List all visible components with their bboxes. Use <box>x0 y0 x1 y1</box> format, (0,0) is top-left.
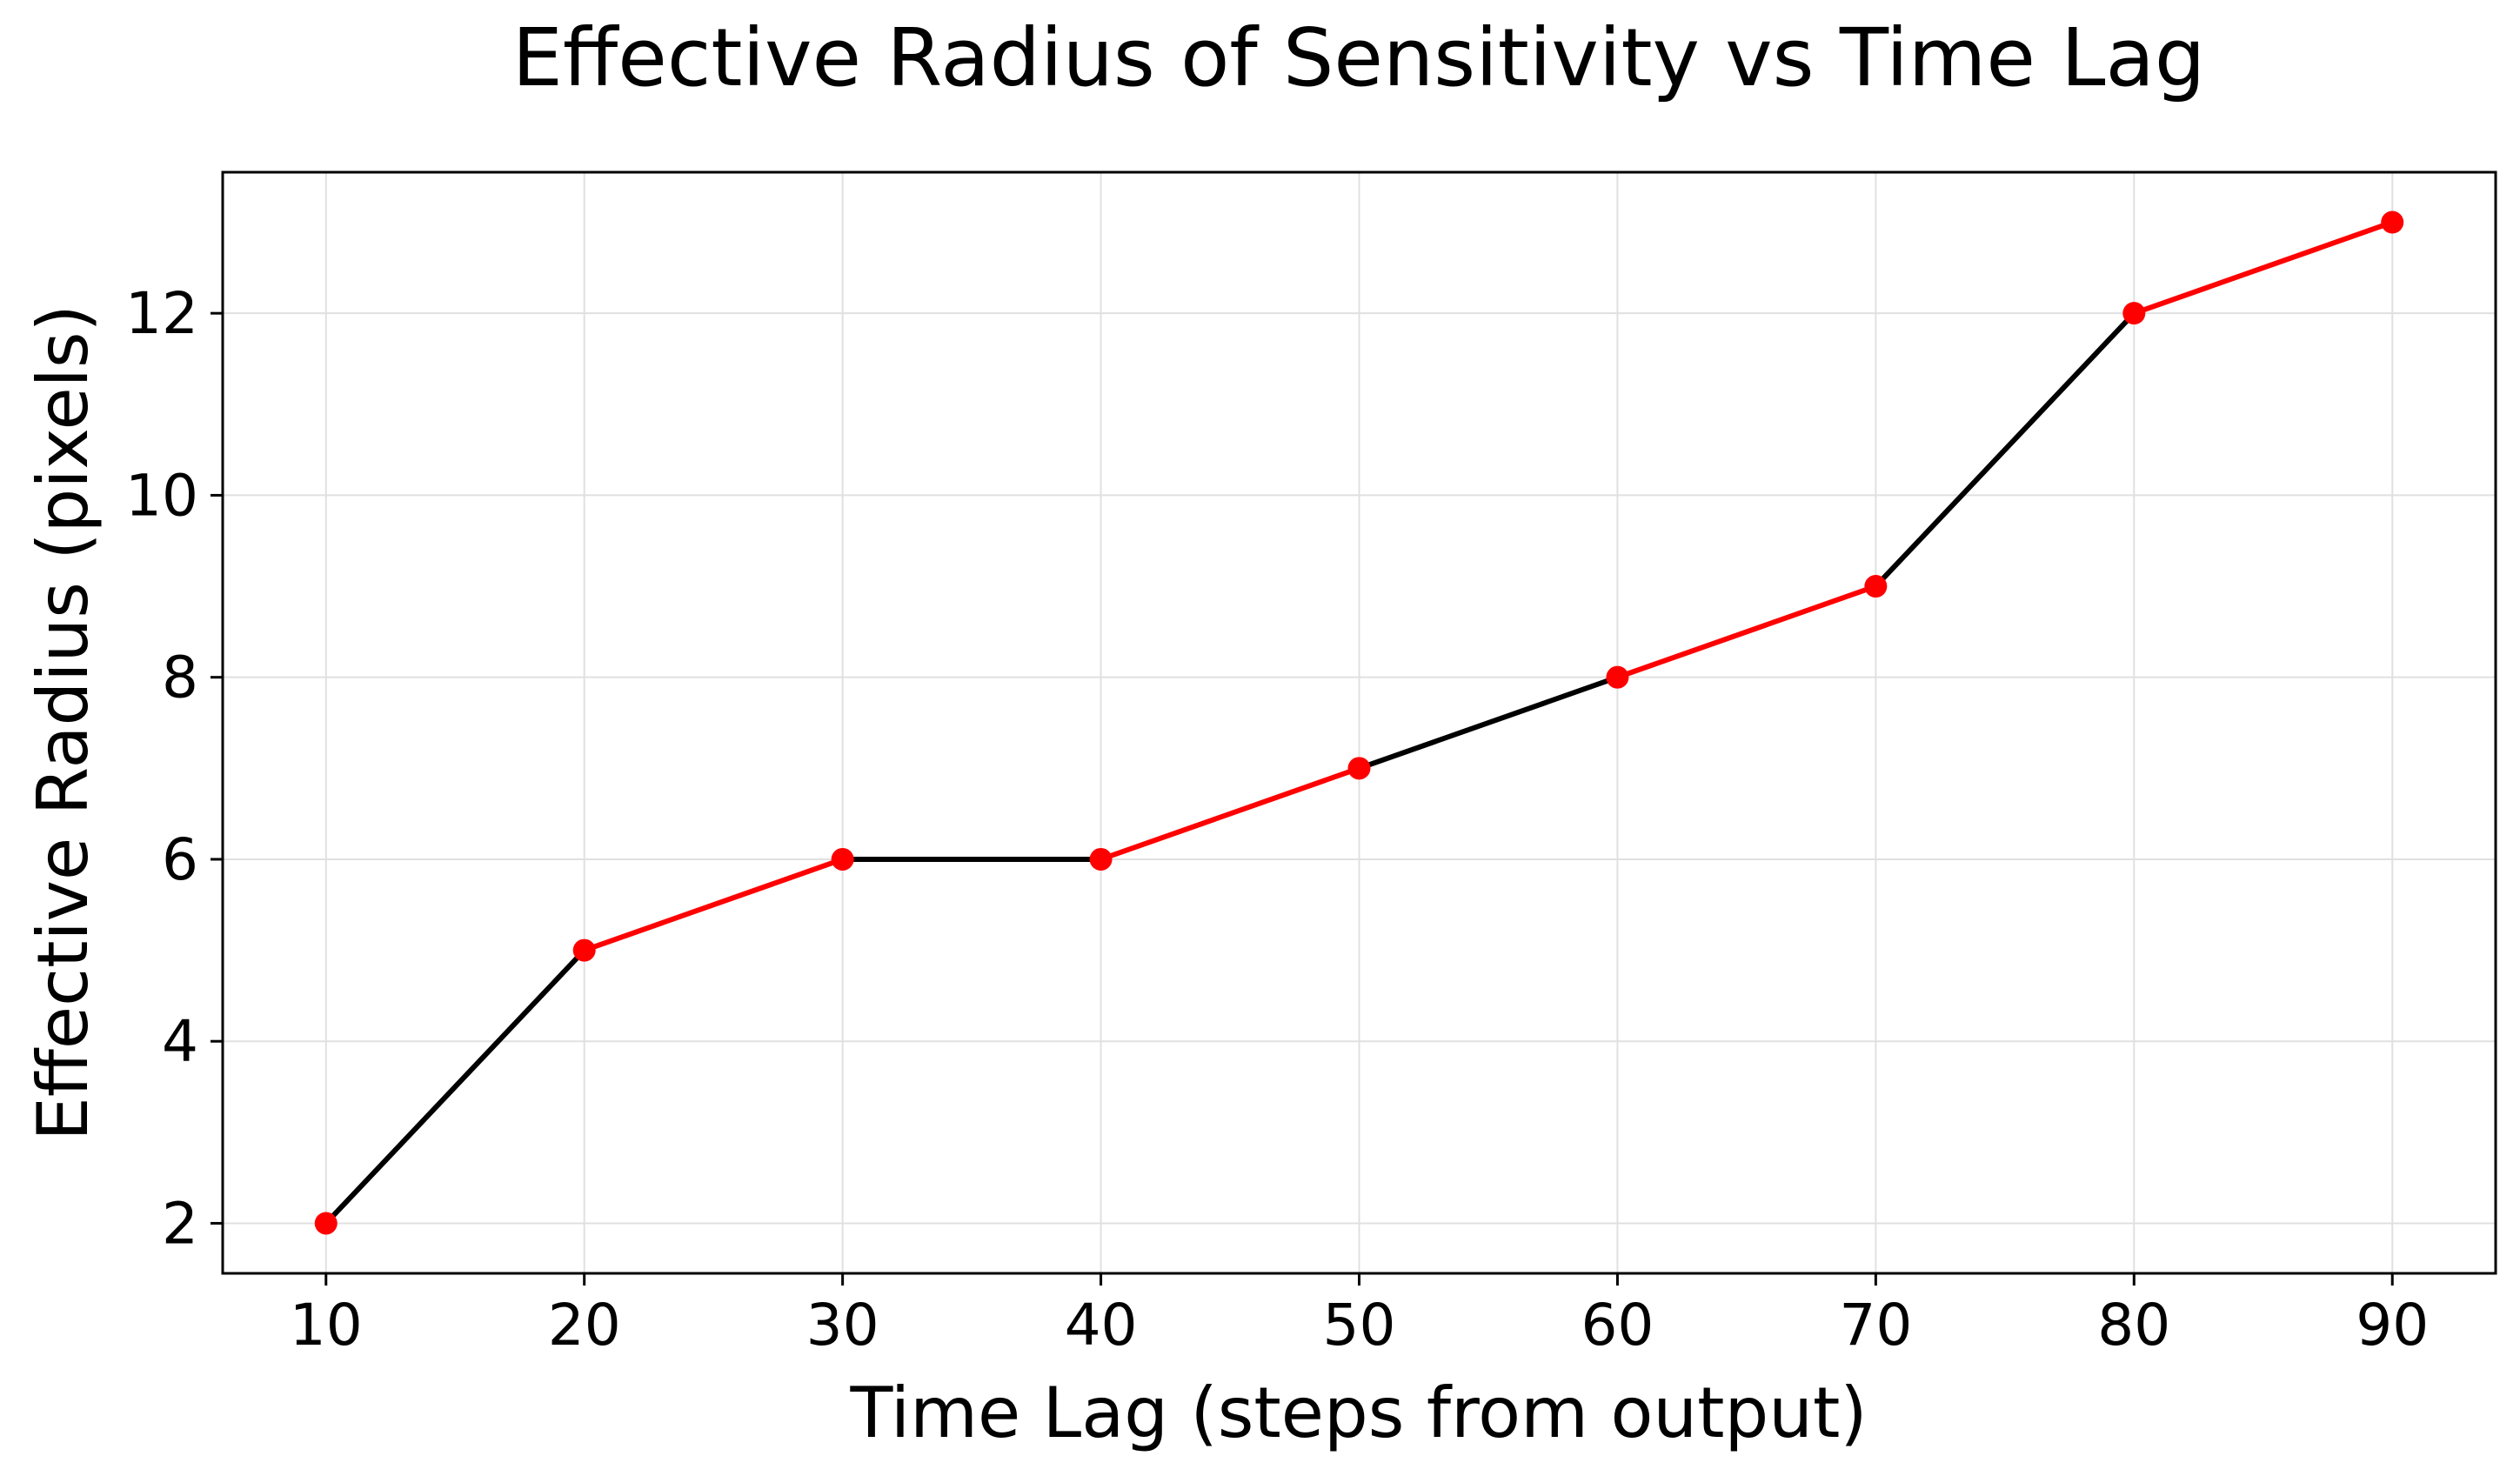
data-point <box>1864 575 1888 598</box>
data-point <box>314 1212 338 1235</box>
x-tick-label: 10 <box>290 1292 363 1359</box>
y-tick-label: 6 <box>162 826 198 893</box>
grid <box>223 172 2496 1273</box>
y-tick-label: 12 <box>125 280 198 347</box>
data-point <box>2381 210 2404 234</box>
x-axis-ticks: 10 20 30 40 50 60 70 80 90 <box>290 1273 2429 1359</box>
y-tick-label: 10 <box>125 462 198 529</box>
data-point <box>831 847 854 871</box>
x-tick-label: 50 <box>1323 1292 1396 1359</box>
y-axis-label: Effective Radius (pixels) <box>23 304 104 1141</box>
x-tick-label: 40 <box>1065 1292 1138 1359</box>
chart-title: Effective Radius of Sensitivity vs Time … <box>512 11 2206 104</box>
x-tick-label: 60 <box>1581 1292 1654 1359</box>
data-point <box>572 938 596 962</box>
data-point <box>1606 665 1629 689</box>
line-segment <box>1614 584 1879 680</box>
y-axis-ticks: 2 4 6 8 10 12 <box>125 280 223 1257</box>
x-tick-label: 90 <box>2356 1292 2429 1359</box>
data-point <box>2122 302 2146 325</box>
series-line <box>323 219 2396 1226</box>
series-markers <box>314 210 2404 1235</box>
line-segment <box>581 856 846 953</box>
line-segment <box>323 947 587 1226</box>
x-tick-label: 80 <box>2097 1292 2170 1359</box>
line-segment <box>1873 311 2137 590</box>
line-segment <box>1098 765 1362 862</box>
y-tick-label: 2 <box>162 1190 198 1257</box>
data-point <box>1347 757 1371 780</box>
x-tick-label: 20 <box>548 1292 621 1359</box>
line-segment <box>1356 674 1621 771</box>
line-segment <box>2131 219 2396 317</box>
y-tick-label: 4 <box>162 1008 198 1075</box>
y-tick-label: 8 <box>162 644 198 711</box>
x-tick-label: 30 <box>806 1292 879 1359</box>
data-point <box>1089 847 1113 871</box>
x-tick-label: 70 <box>1839 1292 1912 1359</box>
x-axis-label: Time Lag (steps from output) <box>849 1372 1867 1453</box>
